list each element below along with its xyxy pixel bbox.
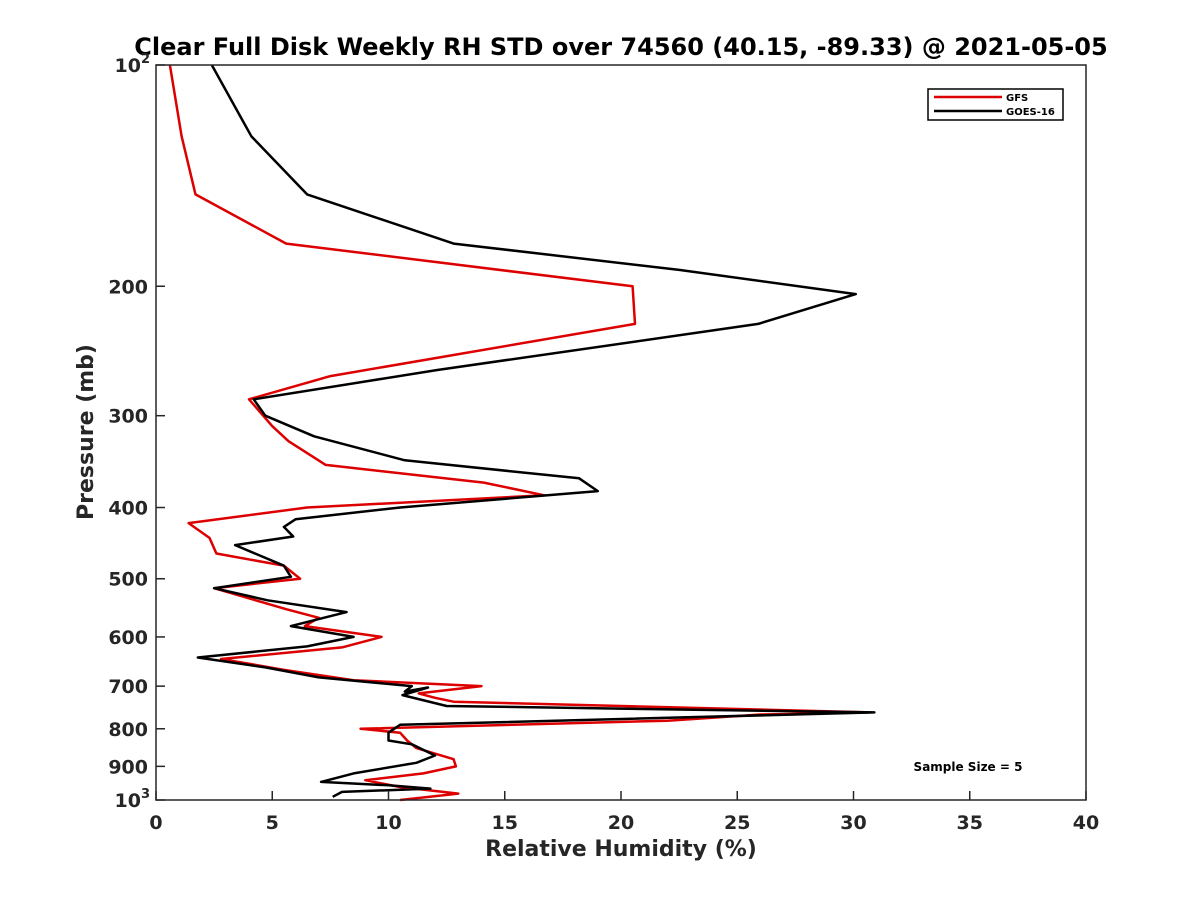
x-tick-label: 35 <box>957 812 983 834</box>
legend-entry-goes16: GOES-16 <box>1006 107 1055 118</box>
legend: GFS GOES-16 <box>927 88 1064 121</box>
legend-entry-gfs: GFS <box>1006 93 1028 104</box>
y-tick-label: 600 <box>108 627 148 649</box>
legend-box <box>927 88 1064 121</box>
x-axis: 0 5 10 15 20 25 30 35 40 <box>149 791 1099 834</box>
y-tick-label: 800 <box>108 719 148 741</box>
x-axis-label: Relative Humidity (%) <box>485 837 757 862</box>
series-layer <box>168 64 876 802</box>
y-tick-label: 900 <box>108 756 148 778</box>
y-tick-label: 700 <box>108 676 148 698</box>
x-tick-label: 15 <box>492 812 518 834</box>
chart-title: Clear Full Disk Weekly RH STD over 74560… <box>134 33 1107 61</box>
y-tick-label: 200 <box>108 276 148 298</box>
x-tick-label: 20 <box>608 812 634 834</box>
y-axis: 102 200 300 400 500 600 700 800 900 103 <box>108 52 165 812</box>
y-axis-label: Pressure (mb) <box>74 344 99 520</box>
y-tick-label: 102 <box>115 52 151 77</box>
y-tick-label: 400 <box>108 498 148 520</box>
y-tick-label: 300 <box>108 406 148 428</box>
series-line-goes16 <box>196 64 876 798</box>
x-tick-label: 30 <box>840 812 866 834</box>
x-tick-label: 5 <box>266 812 279 834</box>
y-tick-label: 500 <box>108 569 148 591</box>
x-tick-label: 40 <box>1073 812 1099 834</box>
sample-size-annotation: Sample Size = 5 <box>914 760 1023 774</box>
x-tick-label: 0 <box>149 812 162 834</box>
y-tick-label: 103 <box>115 787 151 812</box>
x-tick-label: 10 <box>375 812 401 834</box>
x-tick-label: 25 <box>724 812 750 834</box>
